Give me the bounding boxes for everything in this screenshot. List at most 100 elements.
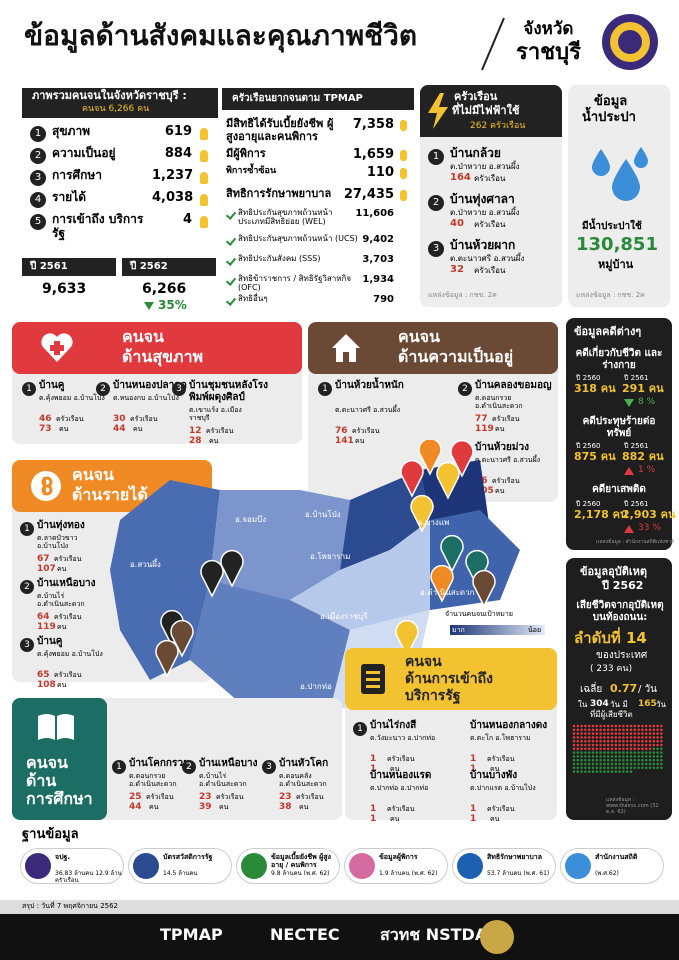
- health-title: ด้านสุขภาพ: [122, 347, 204, 366]
- person-icon: [400, 120, 407, 131]
- item-hh-unit: ครัวเรือน: [387, 755, 415, 763]
- item-pp-unit: คน: [149, 803, 159, 811]
- tpmap-value: 7,358: [352, 117, 394, 132]
- tpmap-value: 110: [366, 165, 394, 180]
- item-number: 2: [428, 195, 444, 211]
- days-deaths: 165: [638, 699, 657, 709]
- source: แหล่งข้อมูล : กชช. 2ค: [428, 291, 497, 299]
- item-value: 1,237: [152, 168, 194, 183]
- district-label: อ.โพธาราม: [310, 552, 351, 561]
- item-loc: ต.บ้านไร่ อ.ดำเนินสะดวก: [199, 772, 247, 789]
- item-name: บ้านหนองปลาดุก: [113, 380, 187, 391]
- coin-icon: [30, 470, 62, 506]
- check-icon: [225, 295, 237, 306]
- tpmap-sub-label: สิทธิประกันสุขภาพถ้วนหน้า ประเภทมีสิทธิย…: [238, 208, 333, 227]
- day-grid: [566, 558, 672, 824]
- legend-title: จำนวนคนจนเป้าหมาย: [445, 610, 513, 618]
- item-number: 1: [30, 126, 46, 142]
- case-change: 1 %: [638, 465, 656, 475]
- title: ข้อมูลด้านสังคมและคุณภาพชีวิต: [24, 19, 418, 52]
- item-hh: 12: [189, 426, 202, 436]
- database-detail: 53.7 ล้านคน (พ.ศ. 61): [487, 870, 550, 877]
- item-number: 1: [428, 149, 444, 165]
- overview-header: [22, 88, 218, 118]
- case-value: 2,178 คน: [574, 508, 628, 521]
- tpmap-sub-value: 790: [373, 294, 394, 305]
- year-value: 9,633: [42, 281, 87, 297]
- source: แหล่งข้อมูล : กชช. 2ค: [576, 291, 645, 299]
- education-panel: คนจน ด้าน การศึกษา 1 บ้านโคกกรวย ต.ดอนกรวย อ.…: [12, 698, 342, 820]
- item-value: 884: [164, 146, 192, 161]
- item-loc: ต.ป่าหวาย อ.สวนผึ้ง: [450, 162, 520, 171]
- check-icon: [225, 209, 237, 220]
- trend-icon: [624, 467, 634, 475]
- item-hh: 76: [335, 426, 348, 436]
- database-logo: [457, 853, 483, 879]
- item-number: 3: [262, 760, 276, 774]
- district-label: อ.จอมบึง: [235, 515, 267, 524]
- book-icon-svg: [38, 714, 74, 740]
- trend-icon: [144, 302, 154, 310]
- item-pp: 107: [37, 564, 56, 574]
- crime-title: ข้อมูลคดีต่างๆ: [574, 325, 642, 338]
- item-number: 3: [30, 170, 46, 186]
- item-hh-unit: ครัวเรือน: [487, 805, 515, 813]
- province-line: ราชบุรี: [516, 39, 581, 65]
- item-pp-unit: คน: [495, 425, 505, 433]
- tpmap-label: มีสิทธิได้รับเบี้ยยังชีพ ผู้สูงอายุและคน…: [226, 117, 334, 143]
- item-pp-unit: คน: [390, 765, 400, 773]
- item-label: สุขภาพ: [52, 124, 91, 138]
- water-title: ข้อมูล: [594, 94, 628, 109]
- item-label: รายได้: [52, 190, 87, 204]
- footer-logo: TPMAP: [160, 925, 223, 944]
- case-name: คดียาเสพติด: [592, 484, 646, 495]
- item-pp: 1: [370, 814, 377, 824]
- item-loc: ต.ดอนกรวย อ.ดำเนินสะดวก: [129, 772, 177, 789]
- item-name: บ้านคู: [37, 636, 63, 647]
- health-title: คนจน: [122, 327, 164, 346]
- database-name: ข้อมูลเบี้ยยังชีพ ผู้สูงอายุ / คนพิการ: [271, 853, 331, 870]
- item-value: 4,038: [152, 190, 194, 205]
- divider: [481, 17, 505, 71]
- item-hh: 1: [470, 804, 477, 814]
- item-loc: ต.ดอนกรวย อ.ดำเนินสะดวก: [475, 394, 523, 411]
- electricity-title: ครัวเรือน: [454, 90, 498, 103]
- item-pp-unit: คน: [57, 681, 67, 689]
- item-unit: ครัวเรือน: [474, 174, 506, 183]
- item-pp-unit: คน: [219, 803, 229, 811]
- case-change: 8 %: [638, 397, 656, 407]
- item-hh-unit: ครัวเรือน: [352, 427, 380, 435]
- item-hh: 67: [37, 554, 50, 564]
- item-count: 32: [450, 264, 464, 275]
- item-number: 2: [20, 580, 34, 594]
- overview-title: ภาพรวมคนจนในจังหวัดราชบุรี :: [32, 89, 187, 102]
- item-hh: 64: [37, 612, 50, 622]
- accident-box: ข้อมูลอุบัติเหตุ ปี 2562 เสียชีวิตจากอุบัต…: [566, 558, 672, 820]
- item-pp-unit: คน: [133, 425, 143, 433]
- item-number: 1: [318, 382, 332, 396]
- tpmap-value: 27,435: [343, 187, 394, 202]
- house-icon: [330, 332, 362, 368]
- water-value: 130,851: [576, 234, 658, 255]
- case-value: 882 คน: [622, 450, 664, 463]
- person-icon: [400, 190, 407, 201]
- item-unit: ครัวเรือน: [474, 266, 506, 275]
- item-pp: 44: [129, 802, 142, 812]
- item-pp-unit: คน: [57, 565, 67, 573]
- province-line: จังหวัด: [523, 19, 574, 39]
- item-name: บ้านกล้วย: [450, 146, 501, 160]
- days-text: ใน: [578, 700, 588, 709]
- item-pp: 1: [370, 764, 377, 774]
- year-change: 35%: [158, 298, 187, 312]
- person-icon: [200, 194, 208, 206]
- database-detail: 1.9 ล้านคน (พ.ศ. 62): [379, 870, 438, 877]
- database-detail: (พ.ศ.62): [595, 870, 619, 877]
- database-item: สิทธิรักษาพยาบาล 53.7 ล้านคน (พ.ศ. 61): [452, 848, 556, 884]
- day-grid-svg: [572, 724, 663, 773]
- item-number: 4: [30, 192, 46, 208]
- database-item: ข้อมูลเบี้ยยังชีพ ผู้สูงอายุ / คนพิการ 9.…: [236, 848, 340, 884]
- year-value: 6,266: [142, 281, 187, 297]
- item-number: 1: [22, 382, 36, 396]
- bolt-icon-svg: [428, 93, 448, 129]
- item-hh-unit: ครัวเรือน: [56, 415, 84, 423]
